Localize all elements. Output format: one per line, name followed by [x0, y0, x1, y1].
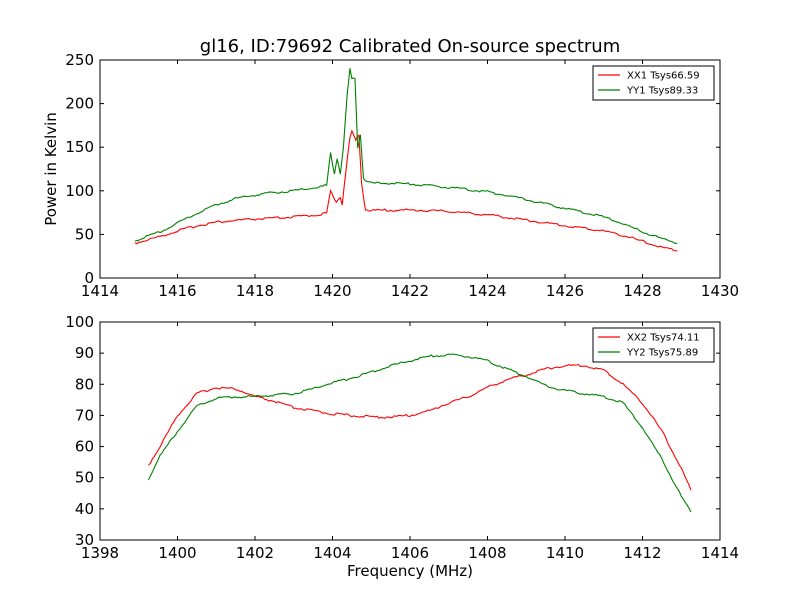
x-tick-label: 1400: [158, 544, 196, 562]
x-tick-label: 1424: [468, 282, 506, 300]
x-tick-label: 1418: [236, 282, 274, 300]
legend-entry: YY1 Tsys89.33: [626, 86, 698, 97]
x-tick-label: 1410: [546, 544, 584, 562]
y-tick-label: 40: [75, 500, 94, 518]
y-tick-label: 150: [65, 138, 94, 156]
y-tick-label: 0: [84, 269, 94, 287]
legend-entry: XX1 Tsys66.59: [627, 71, 700, 82]
x-tick-label: 1428: [623, 282, 661, 300]
y-axis-label: Power in Kelvin: [42, 112, 60, 226]
series-line-xx1: [134, 129, 678, 252]
x-tick-label: 1404: [313, 544, 351, 562]
x-tick-label: 1408: [468, 544, 506, 562]
x-tick-label: 1414: [81, 282, 119, 300]
legend-box: [592, 327, 715, 363]
legend-entry: XX2 Tsys74.11: [627, 333, 700, 344]
x-tick-label: 1398: [81, 544, 119, 562]
x-tick-label: 1426: [546, 282, 584, 300]
y-tick-label: 100: [65, 182, 94, 200]
y-tick-label: 200: [65, 95, 94, 113]
y-tick-label: 100: [65, 313, 94, 331]
x-tick-label: 1420: [313, 282, 351, 300]
x-tick-label: 1402: [236, 544, 274, 562]
plot-panel-1: 1414 1416 1418 1420 1422 1424 1426 1428 1430 0 50 1…: [65, 51, 739, 300]
x-tick-label: 1406: [391, 544, 429, 562]
y-tick-label: 250: [65, 51, 94, 69]
x-tick-label: 1430: [701, 282, 739, 300]
series-line-yy2: [147, 353, 692, 513]
plot-panel-2: 1398 1400 1402 1404 1406 1408 1410 1412 1414 30 40…: [65, 313, 739, 562]
y-tick-label: 90: [75, 344, 94, 362]
series-line-xx2: [148, 363, 692, 491]
legend: XX2 Tsys74.11 YY2 Tsys75.89: [592, 327, 715, 363]
y-tick-label: 70: [75, 406, 94, 424]
x-tick-label: 1412: [623, 544, 661, 562]
series-line-yy1: [134, 68, 678, 245]
y-tick-label: 50: [75, 469, 94, 487]
x-axis-label: Frequency (MHz): [347, 562, 473, 580]
y-tick-label: 60: [75, 438, 94, 456]
x-tick-label: 1416: [158, 282, 196, 300]
y-tick-label: 30: [75, 531, 94, 549]
y-tick-label: 80: [75, 375, 94, 393]
y-tick-label: 50: [75, 225, 94, 243]
legend-entry: YY2 Tsys75.89: [626, 348, 698, 359]
x-tick-label: 1422: [391, 282, 429, 300]
chart-title: gl16, ID:79692 Calibrated On-source spec…: [200, 36, 620, 57]
legend-box: [592, 65, 715, 101]
legend: XX1 Tsys66.59 YY1 Tsys89.33: [592, 65, 715, 101]
x-tick-label: 1414: [701, 544, 739, 562]
